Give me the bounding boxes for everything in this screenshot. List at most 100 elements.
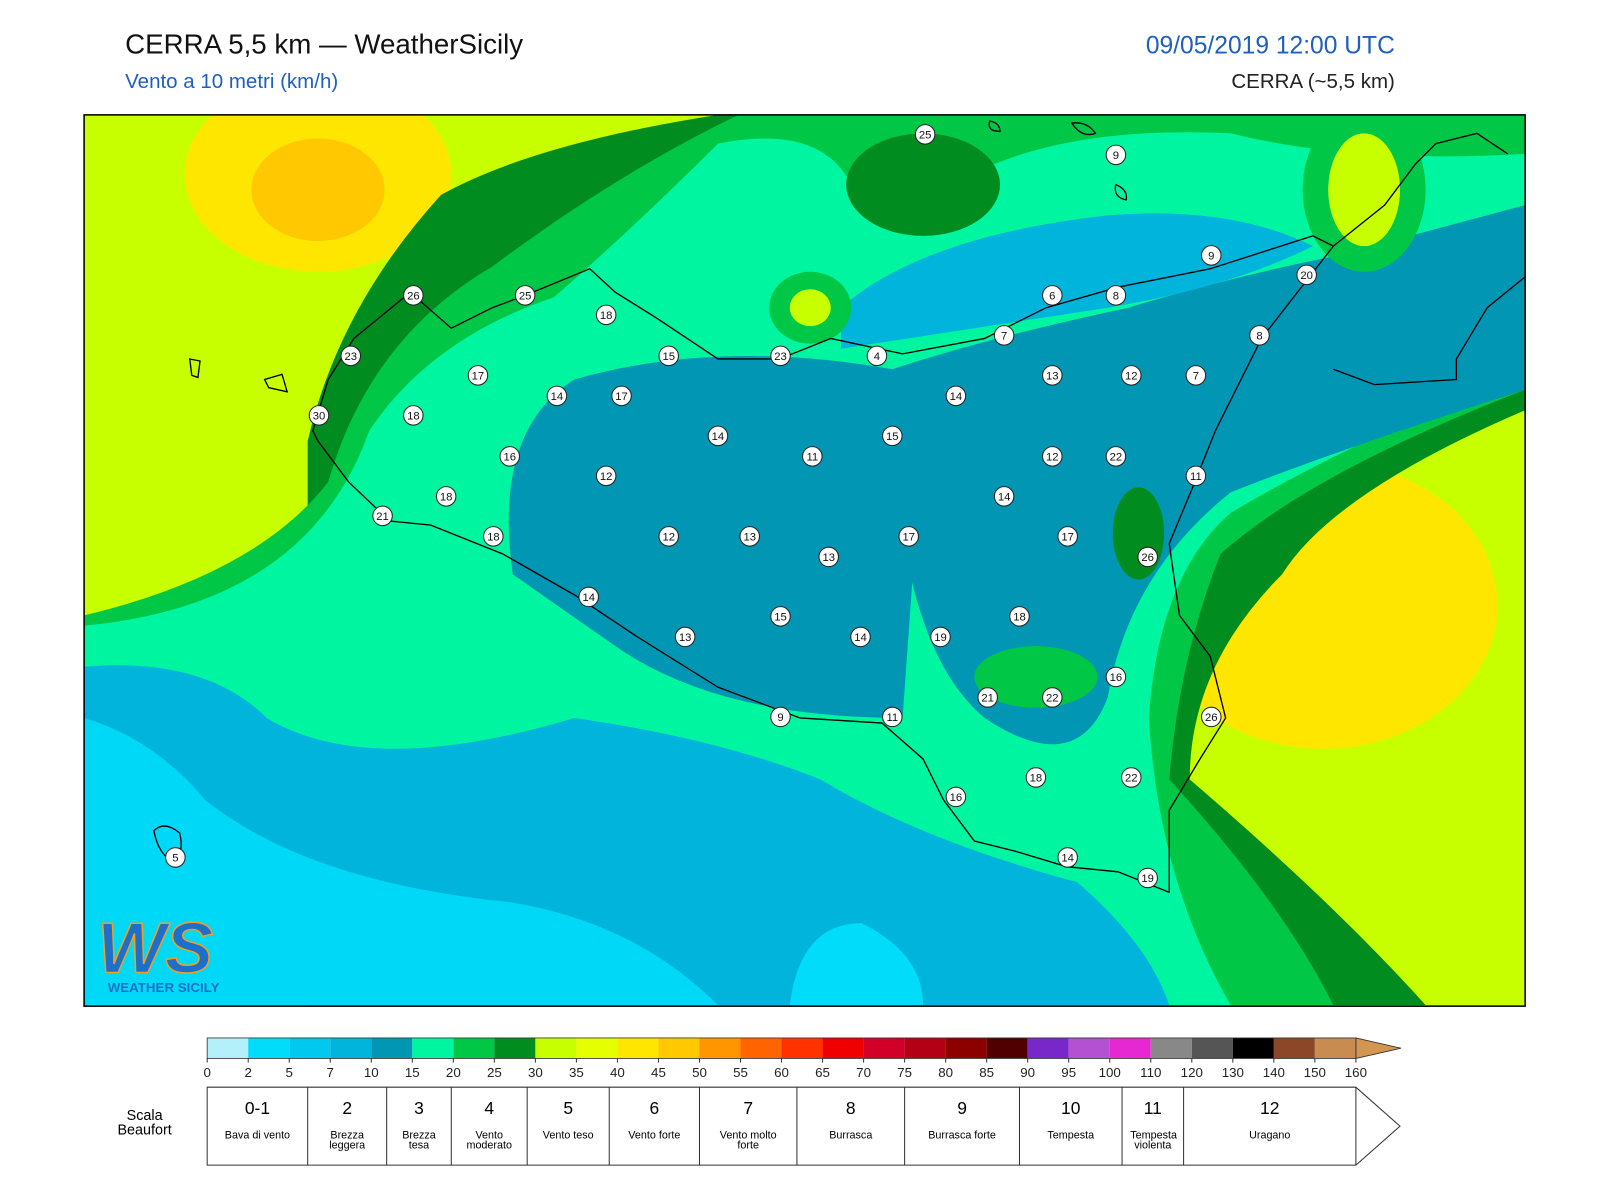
station-value: 15 — [662, 351, 675, 363]
station-marker — [1042, 687, 1063, 708]
station-marker — [1042, 365, 1063, 386]
station-value: 14 — [950, 391, 963, 403]
station-marker — [1105, 446, 1127, 467]
station-value: 22 — [1046, 693, 1059, 705]
datetime: 09/05/2019 12:00 UTC — [1146, 32, 1395, 59]
colorbar-segment — [822, 1037, 864, 1059]
station-marker — [945, 786, 967, 808]
stations: 25 9 9 20 26 25 18 6 8 8 7 23 15 23 4 17 13 12 7 14 17 14 30 18… — [165, 124, 1317, 889]
beaufort-force-box: 2 — [342, 1098, 352, 1117]
station-value: 11 — [886, 712, 898, 724]
colorbar-segment — [494, 1037, 536, 1059]
station-marker — [1042, 285, 1063, 306]
beaufort-name-box: Bava di vento — [225, 1130, 290, 1141]
logo-name: WEATHER SICILY — [108, 980, 220, 995]
station-value: 20 — [1300, 270, 1313, 282]
colorbar-tick-label: 50 — [692, 1065, 707, 1080]
station-value: 23 — [345, 351, 358, 363]
colorbar-segment — [1273, 1037, 1315, 1059]
beaufort-force-box: 4 — [484, 1098, 494, 1117]
station-value: 9 — [777, 712, 783, 724]
station-marker — [1121, 365, 1142, 386]
coastline — [153, 120, 1526, 894]
colorbar-tick-label: 100 — [1099, 1065, 1121, 1080]
colorbar-tick-label: 40 — [610, 1065, 625, 1080]
beaufort-force: 3 — [414, 1098, 424, 1118]
beaufort-label: Scala Beaufort — [117, 1107, 172, 1138]
colorbar-tick-label: 120 — [1181, 1065, 1203, 1080]
beaufort-force: 5 — [563, 1098, 574, 1118]
colorbar: 0 2 5 7 10 15 20 25 30 35 40 45 50 55 60 65 70 75 80 85 90 95… — [203, 1037, 1402, 1080]
station-value: 14 — [582, 592, 595, 604]
colorbar-segment — [207, 1037, 249, 1059]
beaufort-name: Vento teso — [542, 1130, 594, 1142]
beaufort-name-box: Vento teso — [542, 1130, 594, 1142]
station-value: 26 — [1205, 712, 1218, 724]
colorbar-segment — [1068, 1037, 1110, 1059]
station-marker — [403, 285, 424, 306]
station-value: 18 — [1013, 612, 1026, 624]
logo: WS WEATHER SICILY — [97, 908, 220, 995]
station-marker — [882, 425, 903, 447]
colorbar-tick-label: 60 — [774, 1065, 789, 1080]
station-marker — [467, 365, 489, 386]
station-value: 8 — [1256, 330, 1262, 342]
station-value: 25 — [519, 290, 532, 302]
station-marker — [1185, 465, 1207, 487]
colorbar-tick-label: 55 — [733, 1065, 748, 1080]
colorbar-tick-label: 30 — [528, 1065, 543, 1080]
beaufort-name: Brezza leggera — [329, 1130, 366, 1152]
beaufort-name-box: Brezza leggera — [329, 1130, 366, 1152]
beaufort-force-box: 10 — [1061, 1098, 1080, 1117]
colorbar-tick-label: 85 — [979, 1065, 994, 1080]
beaufort-force-box: 11 — [1144, 1098, 1162, 1117]
beaufort-name: Burrasca forte — [928, 1130, 996, 1142]
station-marker — [514, 285, 536, 306]
station-marker — [1201, 706, 1222, 728]
beaufort-force: 8 — [845, 1098, 856, 1118]
station-marker — [770, 706, 791, 728]
wind-field — [84, 114, 1526, 1007]
beaufort-name-box: Vento molto forte — [720, 1130, 777, 1151]
beaufort-force: 9 — [957, 1098, 967, 1118]
colorbar-segment — [330, 1037, 372, 1059]
station-value: 11 — [1190, 471, 1202, 483]
station-marker — [1201, 245, 1222, 266]
colorbar-tick-label: 95 — [1061, 1065, 1076, 1080]
station-marker — [595, 304, 617, 326]
station-marker — [802, 446, 823, 467]
colorbar-segment — [617, 1037, 659, 1059]
station-marker — [914, 124, 936, 145]
station-value: 25 — [919, 129, 932, 141]
station-value: 19 — [934, 632, 947, 644]
colorbar-segment — [1109, 1037, 1151, 1059]
station-value: 26 — [407, 290, 420, 302]
colorbar-tick-label: 20 — [446, 1065, 461, 1080]
colorbar-segment — [986, 1037, 1028, 1059]
colorbar-tick-label: 65 — [815, 1065, 830, 1080]
colorbar-tick-label: 0 — [203, 1065, 210, 1080]
subtitle: Vento a 10 metri (km/h) — [125, 70, 338, 93]
colorbar-segment — [412, 1037, 454, 1059]
beaufort-frame — [206, 1086, 1401, 1166]
station-value: 17 — [1061, 532, 1074, 544]
station-value: 17 — [902, 532, 915, 544]
colorbar-segment — [1150, 1037, 1192, 1059]
beaufort-force: 7 — [743, 1098, 754, 1118]
beaufort-force-box: 12 — [1260, 1098, 1279, 1117]
station-marker — [898, 526, 919, 547]
colorbar-segment — [945, 1037, 987, 1059]
station-value: 26 — [1141, 552, 1154, 564]
colorbar-tick-label: 80 — [938, 1065, 953, 1080]
colorbar-segment — [740, 1037, 782, 1059]
station-value: 9 — [1208, 250, 1214, 262]
beaufort-force-box: 0-1 — [245, 1098, 270, 1117]
colorbar-segment — [781, 1037, 823, 1059]
station-marker — [866, 345, 888, 367]
station-marker — [674, 626, 696, 648]
station-marker — [1249, 325, 1270, 346]
beaufort-force-box: 5 — [563, 1098, 574, 1118]
station-marker — [578, 586, 599, 608]
station-value: 18 — [440, 492, 453, 504]
station-marker — [930, 626, 951, 648]
